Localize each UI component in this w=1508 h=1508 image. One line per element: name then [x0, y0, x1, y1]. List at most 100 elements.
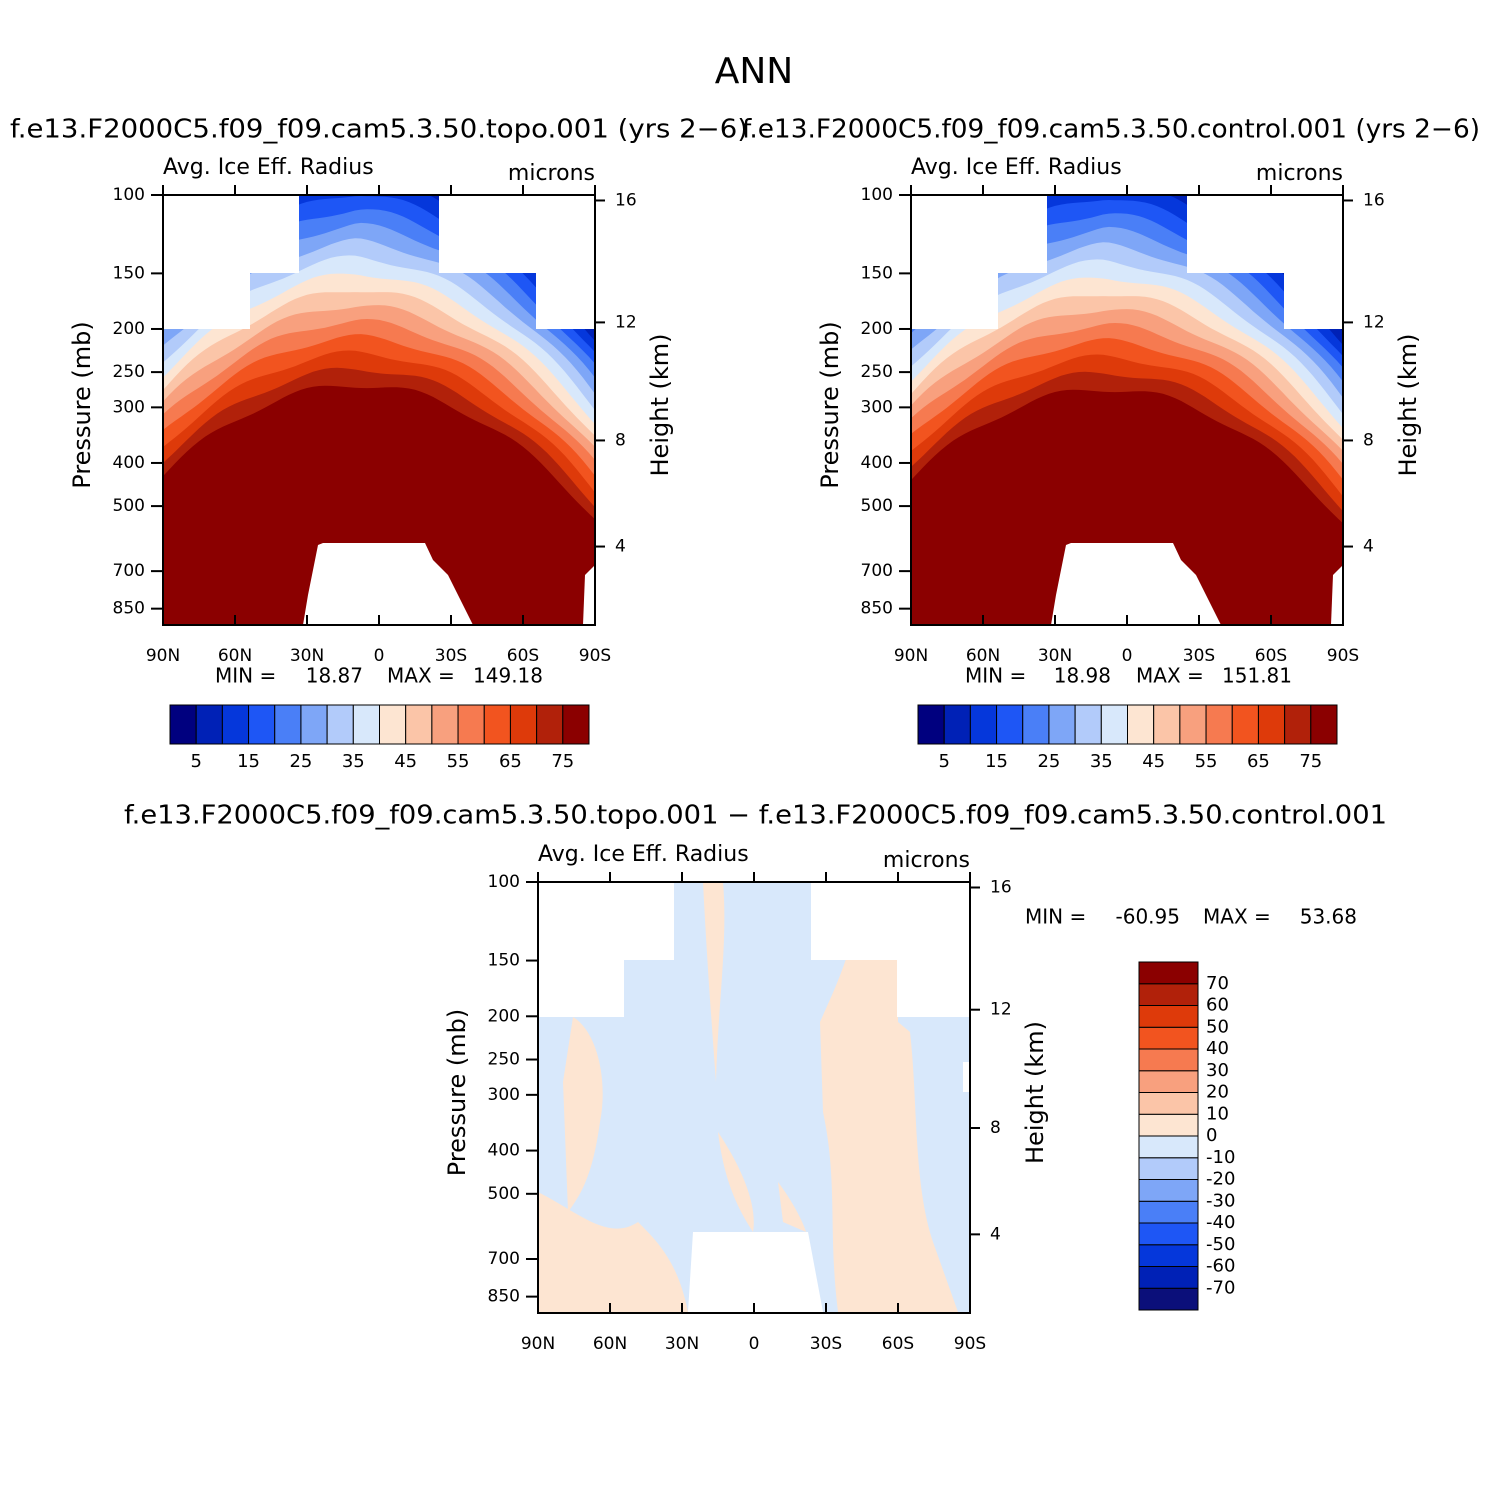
- colorbar-box: [405, 704, 433, 745]
- colorbar-box: [1138, 1048, 1199, 1072]
- colorbar-box: [1074, 704, 1102, 745]
- colorbar-box: [1138, 1244, 1199, 1267]
- y2-axis-title: Height (km): [1021, 1021, 1049, 1164]
- y-tick-label: 150: [861, 263, 893, 283]
- colorbar-box: [1100, 704, 1128, 745]
- colorbar-box: [1138, 1179, 1199, 1202]
- missing-mask: [583, 565, 595, 625]
- left-string: Avg. Ice Eff. Radius: [911, 155, 1122, 180]
- colorbar-box: [1022, 704, 1050, 745]
- x-tick-label: 30S: [1183, 646, 1215, 666]
- colorbar-box: [483, 704, 511, 745]
- max-value: 149.18: [473, 664, 543, 688]
- y-tick-label: 200: [113, 319, 145, 339]
- colorbar-box: [969, 704, 998, 745]
- colorbar-label: 75: [1299, 751, 1322, 772]
- colorbar-label: 10: [1206, 1103, 1229, 1124]
- colorbar-box: [509, 704, 538, 745]
- colorbar-label: -60: [1206, 1256, 1235, 1277]
- colorbar-label: -40: [1206, 1212, 1235, 1233]
- contour-fill: [820, 882, 958, 1312]
- colorbar-label: 75: [551, 751, 574, 772]
- missing-mask: [303, 543, 473, 625]
- contour-field: [538, 882, 970, 1313]
- y-tick-label: 100: [861, 185, 893, 205]
- x-tick-label: 90S: [954, 1334, 986, 1354]
- colorbar-box: [352, 704, 380, 745]
- colorbar-box: [1138, 1222, 1199, 1246]
- colorbar-box: [1127, 704, 1155, 745]
- missing-mask: [163, 195, 299, 329]
- y-tick-label: 250: [861, 362, 893, 382]
- y-tick-label: 100: [488, 872, 520, 892]
- x-tick-label: 0: [374, 646, 385, 666]
- colorbar-label: 5: [938, 751, 949, 772]
- colorbar-label: 30: [1206, 1060, 1229, 1081]
- colorbar-box: [431, 704, 459, 745]
- y-tick-label: 500: [488, 1184, 520, 1204]
- colorbar-box: [1138, 1113, 1199, 1137]
- panel-title: f.e13.F2000C5.f09_f09.cam5.3.50.topo.001…: [10, 115, 748, 145]
- left-string: Avg. Ice Eff. Radius: [538, 842, 749, 867]
- colorbar-box: [326, 704, 354, 745]
- colorbar-box: [1153, 704, 1181, 745]
- y-tick-label: 150: [488, 951, 520, 971]
- y2-tick-label: 16: [990, 877, 1012, 897]
- y-tick-label: 700: [488, 1249, 520, 1269]
- x-tick-label: 0: [749, 1334, 760, 1354]
- max-label: MAX =: [1203, 905, 1271, 929]
- min-value: 18.98: [1054, 664, 1111, 688]
- missing-mask: [1187, 195, 1343, 329]
- y-axis-title: Pressure (mb): [68, 321, 96, 488]
- x-tick-label: 30S: [810, 1334, 842, 1354]
- y-axis-title: Pressure (mb): [443, 1009, 471, 1176]
- x-tick-label: 90S: [1327, 646, 1359, 666]
- y-tick-label: 700: [861, 561, 893, 581]
- colorbar-label: 5: [190, 751, 201, 772]
- y2-tick-label: 16: [1363, 190, 1385, 210]
- colorbar-box: [1138, 1005, 1199, 1028]
- contour-fill: [718, 1132, 754, 1232]
- colorbar-box: [943, 704, 971, 745]
- x-tick-label: 30N: [290, 646, 324, 666]
- y-tick-label: 400: [113, 453, 145, 473]
- missing-mask: [811, 882, 970, 1017]
- colorbar-label: 65: [1247, 751, 1270, 772]
- max-value: 151.81: [1222, 664, 1292, 688]
- x-tick-label: 90N: [146, 646, 180, 666]
- y-tick-label: 250: [488, 1050, 520, 1070]
- colorbar-box: [996, 704, 1024, 745]
- colorbar-label: 15: [985, 751, 1008, 772]
- missing-mask: [439, 195, 595, 329]
- colorbar-label: 65: [499, 751, 522, 772]
- colorbar-box: [1138, 1266, 1199, 1289]
- y-tick-label: 300: [861, 397, 893, 417]
- x-tick-label: 60S: [1255, 646, 1287, 666]
- colorbar-label: 35: [1090, 751, 1113, 772]
- y-tick-label: 400: [861, 453, 893, 473]
- y2-tick-label: 8: [1363, 430, 1374, 450]
- missing-mask: [688, 1232, 823, 1312]
- panel-title: f.e13.F2000C5.f09_f09.cam5.3.50.topo.001…: [124, 801, 1387, 831]
- colorbar-box: [536, 704, 564, 745]
- colorbar-box: [221, 704, 250, 745]
- colorbar-label: 70: [1206, 973, 1229, 994]
- min-value: -60.95: [1116, 905, 1180, 929]
- colorbar-box: [1138, 1200, 1199, 1224]
- max-label: MAX =: [1136, 664, 1204, 688]
- contour-fill: [838, 1212, 918, 1312]
- colorbar-box: [169, 704, 197, 745]
- right-string: microns: [883, 848, 970, 873]
- colorbar-box: [1138, 1026, 1199, 1050]
- colorbar-label: 55: [447, 751, 470, 772]
- colorbar-label: 45: [394, 751, 417, 772]
- y2-tick-label: 12: [1363, 312, 1385, 332]
- colorbar-box: [1138, 1157, 1199, 1180]
- y2-tick-label: 12: [615, 312, 637, 332]
- y-tick-label: 300: [113, 397, 145, 417]
- colorbar-label: -70: [1206, 1277, 1235, 1298]
- y-tick-label: 700: [113, 561, 145, 581]
- x-tick-label: 30N: [1038, 646, 1072, 666]
- y-tick-label: 250: [113, 362, 145, 382]
- x-tick-label: 0: [1122, 646, 1133, 666]
